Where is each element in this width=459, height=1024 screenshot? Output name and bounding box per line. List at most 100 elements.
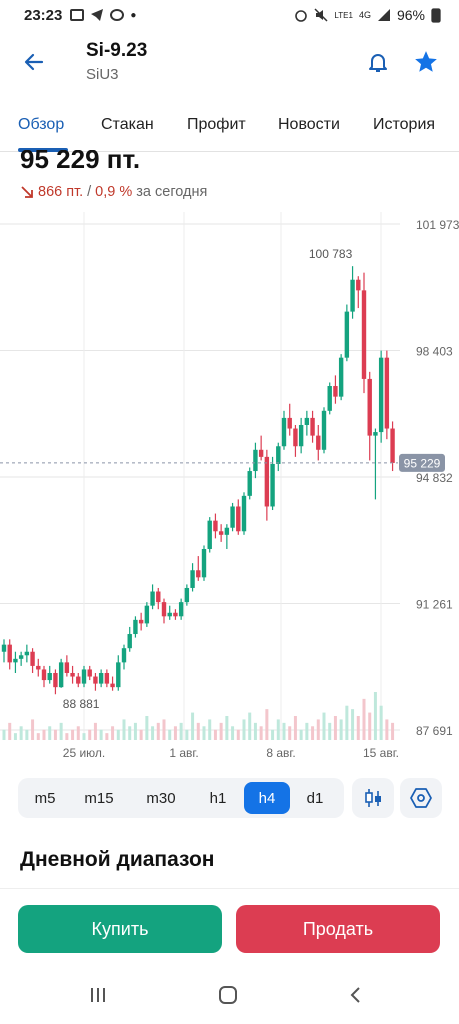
volume-bar [42,729,46,740]
volume-bar [99,729,103,740]
high-annotation: 100 783 [309,247,353,261]
candle-body [41,669,47,681]
candle-body [196,570,201,578]
timeframe-m15[interactable]: m15 [84,789,114,807]
volume-bar [305,722,309,740]
candle-body [293,428,298,447]
timeframe-m5[interactable]: m5 [34,789,56,807]
candle-body [87,669,92,677]
candle-body [281,417,287,447]
volume-bar [111,726,115,740]
status-time: 23:23 [24,6,63,24]
candle-body [127,634,132,649]
volume-bar [122,719,126,740]
candle-body [121,648,127,663]
candle-body [298,424,304,447]
candle-body [156,591,161,603]
volume-bar [253,722,257,740]
network-label: 4G [358,10,371,20]
volume-bar [168,729,172,740]
volume-bar [65,733,69,740]
tab-history[interactable]: История [373,116,436,133]
current-price-label: 95 229 [404,456,441,470]
volume-bar [2,729,6,740]
back-button[interactable] [16,44,52,80]
candle-body [70,672,75,677]
dot-icon: ● [130,9,137,21]
volume-bar [345,705,349,740]
volume-bar [173,726,177,740]
status-right: LTE1 4G 96% [294,7,441,23]
candle-body [30,651,35,666]
volume-bar [259,726,263,740]
candle-body [310,417,315,436]
timeframe-h4[interactable]: h4 [244,782,290,814]
candle-body [7,644,12,663]
tab-news[interactable]: Новости [278,116,340,133]
candle-body [64,662,70,673]
candle-body [167,612,172,617]
volume-bar [213,729,217,740]
volume-bar [93,722,97,740]
volume-bar [191,712,195,740]
candle-body [36,665,41,670]
candle-body [276,446,281,464]
signal-icon [377,9,390,21]
candle-body [161,602,167,617]
candlestick-icon [365,789,381,807]
candle-body [253,449,258,472]
candle-body [356,279,361,291]
x-tick-label: 1 авг. [169,746,198,760]
volume-bar [105,733,109,740]
volume-bar [76,726,80,740]
x-tick-label: 15 авг. [363,746,399,760]
back-nav-button[interactable] [336,980,376,1010]
candle-body [270,463,275,507]
volume-bar [293,716,297,740]
tab-order-book[interactable]: Стакан [101,116,154,133]
chart-settings-button[interactable] [400,778,442,818]
change-percent: 0,9 % [95,184,133,200]
candle-body [173,612,178,617]
timeframe-d1[interactable]: d1 [306,789,324,807]
timeframe-m30[interactable]: m30 [146,789,176,807]
volume-bar [145,716,149,740]
chart-type-button[interactable] [352,778,394,818]
status-bar: 23:23 ● LTE1 4G 96% [0,0,459,30]
change-absolute: 866 пт. [38,184,84,200]
lte-label: LTE1 [334,10,353,20]
volume-bar [225,716,229,740]
sell-button[interactable]: Продать [236,905,440,953]
app-icon [110,9,125,21]
tab-overview[interactable]: Обзор [18,116,65,133]
volume-bar [391,722,395,740]
volume-bar [162,719,166,740]
volume-bar [316,719,320,740]
candle-body [213,520,218,532]
price-chart[interactable]: 101 973 98 403 94 832 91 261 87 691 25 июл. 1 … [0,212,459,768]
favorite-button[interactable] [408,44,444,80]
volume-bar [36,733,40,740]
candle-body [338,357,344,397]
candle-body [241,495,247,532]
candle-body [58,662,64,688]
timeframe-h1[interactable]: h1 [209,789,227,807]
buy-button[interactable]: Купить [18,905,222,953]
alerts-button[interactable] [360,44,396,80]
hexagon-settings-icon [410,788,432,808]
change-separator: / [87,184,92,200]
volume-bar [322,712,326,740]
candlestick-chart[interactable]: 101 973 98 403 94 832 91 261 87 691 25 июл. 1 … [0,212,459,768]
candle-body [201,548,207,578]
volume-bar [13,733,17,740]
volume-bar [333,716,337,740]
home-button[interactable] [208,980,248,1010]
price-block: 95 229 пт. 866 пт. / 0,9 % за сегодня [0,150,459,208]
mute-icon [314,8,328,22]
tab-profit[interactable]: Профит [187,116,246,133]
candle-body [367,378,372,436]
recent-apps-button[interactable] [78,980,118,1010]
telegram-icon [91,9,104,21]
candle-body [344,311,350,358]
candle-body [218,531,224,535]
